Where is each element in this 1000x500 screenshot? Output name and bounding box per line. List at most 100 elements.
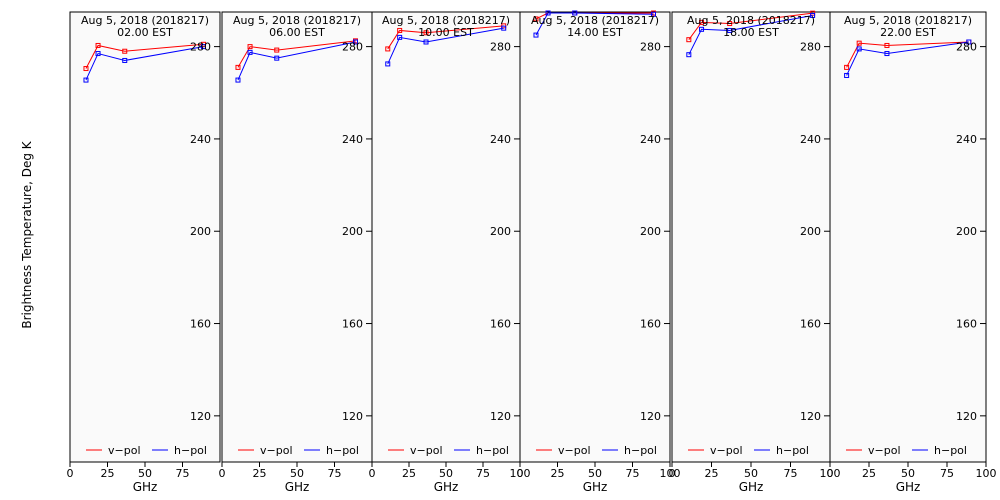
y-tick-label: 280	[342, 41, 363, 54]
data-point	[423, 30, 429, 36]
data-point	[651, 11, 656, 17]
y-tick-label: 120	[342, 410, 363, 423]
data-point	[95, 42, 101, 48]
data-point	[699, 19, 705, 25]
x-axis-label: GHz	[133, 480, 158, 494]
series-group	[83, 41, 206, 83]
data-point	[83, 77, 89, 83]
series-group	[385, 23, 507, 67]
data-point	[353, 39, 358, 45]
y-tick-label: 160	[342, 318, 363, 331]
x-tick-label: 25	[402, 467, 416, 480]
x-axis-label: GHz	[285, 480, 310, 494]
panel-title: Aug 5, 2018 (2018217)	[382, 14, 510, 27]
panel-title: Aug 5, 2018 (2018217)	[81, 14, 209, 27]
x-tick-label: 50	[290, 467, 304, 480]
y-tick-label: 160	[956, 318, 977, 331]
legend: v−pol h−pol	[388, 444, 509, 457]
data-point	[545, 10, 551, 16]
chart-panel-3: 120 160 200 240 280 0 25 50 75 100 GHz Aug 5, 2018 …	[369, 11, 531, 494]
x-tick-label: 75	[784, 467, 798, 480]
data-point	[95, 51, 101, 57]
y-tick-label: 200	[342, 225, 363, 238]
data-point	[884, 42, 890, 48]
series-line-hpol	[387, 27, 504, 65]
legend-label-vpol: v−pol	[260, 444, 293, 457]
x-tick-label: 0	[517, 467, 524, 480]
plot-area	[519, 11, 671, 463]
legend-label-vpol: v−pol	[108, 444, 141, 457]
y-tick-label: 200	[956, 225, 977, 238]
y-tick-label: 280	[190, 41, 211, 54]
panel-subtitle: 10.00 EST	[418, 26, 474, 39]
x-tick-label: 25	[862, 467, 876, 480]
series-line-vpol	[688, 12, 813, 40]
data-point	[533, 16, 539, 22]
y-tick-label: 120	[956, 410, 977, 423]
x-tick-label: 75	[626, 467, 640, 480]
panel-title: Aug 5, 2018 (2018217)	[233, 14, 361, 27]
y-axis-label: Brightness Temperature, Deg K	[20, 140, 34, 328]
legend-label-hpol: h−pol	[776, 444, 809, 457]
data-point	[686, 37, 692, 43]
x-tick-label: 0	[67, 467, 74, 480]
x-tick-label: 25	[705, 467, 719, 480]
data-point	[856, 46, 862, 52]
data-point	[572, 10, 578, 16]
y-tick-label: 200	[800, 225, 821, 238]
x-tick-label: 75	[176, 467, 190, 480]
data-point	[274, 47, 280, 53]
legend-label-hpol: h−pol	[174, 444, 207, 457]
y-tick-label: 240	[190, 133, 211, 146]
y-tick-label: 120	[490, 410, 511, 423]
data-point	[201, 44, 206, 50]
panel-subtitle: 14.00 EST	[567, 26, 623, 39]
series-line-vpol	[237, 40, 356, 68]
data-point	[856, 40, 862, 46]
data-point	[385, 46, 391, 52]
y-tick-label: 200	[190, 225, 211, 238]
legend-label-hpol: h−pol	[624, 444, 657, 457]
data-point	[122, 57, 128, 63]
data-point	[247, 49, 253, 55]
legend-label-hpol: h−pol	[934, 444, 967, 457]
data-point	[844, 64, 850, 70]
legend: v−pol h−pol	[846, 444, 967, 457]
legend-label-vpol: v−pol	[558, 444, 591, 457]
x-tick-label: 100	[820, 467, 841, 480]
x-tick-label: 25	[253, 467, 267, 480]
chart-panels: 120 160 200 240 280 0 25 50 75 GHz Aug 5, 2018 (20…	[67, 10, 997, 494]
chart-panel-4: 120 160 200 240 280 0 25 50 75 100 GHz Aug 5, 2018 …	[517, 10, 681, 494]
plot-area	[221, 11, 373, 463]
plot-area	[69, 11, 221, 463]
series-line-hpol	[688, 14, 813, 55]
legend-label-vpol: v−pol	[868, 444, 901, 457]
legend-label-hpol: h−pol	[476, 444, 509, 457]
x-axis-label: GHz	[434, 480, 459, 494]
y-tick-label: 240	[342, 133, 363, 146]
x-tick-label: 50	[744, 467, 758, 480]
panel-subtitle: 22.00 EST	[880, 26, 936, 39]
data-point	[235, 77, 241, 83]
series-line-hpol	[237, 41, 356, 81]
data-point	[397, 27, 403, 33]
data-point	[966, 39, 972, 45]
panel-title: Aug 5, 2018 (2018217)	[844, 14, 972, 27]
x-tick-label: 50	[138, 467, 152, 480]
x-tick-label: 0	[827, 467, 834, 480]
x-tick-label: 100	[510, 467, 531, 480]
x-tick-label: 50	[439, 467, 453, 480]
y-tick-label: 280	[956, 41, 977, 54]
series-line-vpol	[846, 41, 969, 68]
x-tick-label: 0	[369, 467, 376, 480]
y-tick-label: 120	[800, 410, 821, 423]
series-line-hpol	[85, 46, 204, 81]
series-line-vpol	[387, 25, 504, 50]
series-line-vpol	[85, 43, 204, 69]
data-point	[884, 51, 890, 57]
panel-subtitle: 06.00 EST	[269, 26, 325, 39]
y-tick-label: 160	[640, 318, 661, 331]
x-tick-label: 0	[219, 467, 226, 480]
data-point	[727, 27, 733, 33]
